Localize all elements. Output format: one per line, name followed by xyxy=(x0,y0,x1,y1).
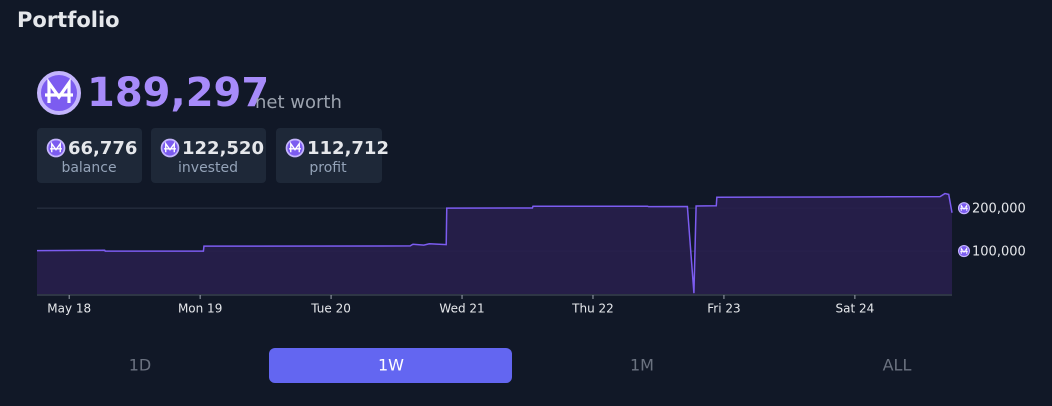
stat-label: balance xyxy=(61,160,116,176)
x-tick-label: Thu 22 xyxy=(571,302,614,316)
coin-icon xyxy=(37,71,81,115)
coin-icon xyxy=(957,202,971,215)
stat-label: invested xyxy=(178,160,238,176)
stat-card xyxy=(276,128,382,183)
chart: 100,000 200,000 May 18 Mon 19 Tue 20 Wed 21 Th… xyxy=(36,192,1026,316)
coin-icon xyxy=(160,138,180,158)
x-tick-label: Tue 20 xyxy=(310,302,351,316)
x-tick-label: Wed 21 xyxy=(439,302,484,316)
range-button-label[interactable]: 1D xyxy=(129,356,152,375)
area-fill xyxy=(37,193,952,294)
stat-value: 66,776 xyxy=(68,138,137,159)
range-button-active[interactable] xyxy=(269,348,512,383)
x-tick-label: Fri 23 xyxy=(707,302,740,316)
x-tick-label: Sat 24 xyxy=(835,302,874,316)
page-title: Portfolio xyxy=(17,8,120,32)
coin-icon xyxy=(46,138,66,158)
range-button-label[interactable]: 1M xyxy=(630,356,654,375)
coin-icon xyxy=(285,138,305,158)
range-button-label[interactable]: ALL xyxy=(883,356,912,375)
range-button-label[interactable]: 1W xyxy=(378,356,404,375)
stat-value: 112,712 xyxy=(307,138,389,159)
coin-icon xyxy=(957,245,971,258)
x-tick-label: Mon 19 xyxy=(178,302,222,316)
y-tick-label: 200,000 xyxy=(972,202,1026,217)
x-tick-label: May 18 xyxy=(47,302,91,316)
stat-label: profit xyxy=(309,160,347,176)
net-worth-value: 189,297 xyxy=(87,70,269,116)
line xyxy=(36,192,953,294)
stat-value: 122,520 xyxy=(182,138,264,159)
stat-card xyxy=(151,128,266,183)
y-tick-label: 100,000 xyxy=(972,245,1026,260)
net-worth-label: net worth xyxy=(255,92,342,113)
range-selector: 1D 1W 1M ALL xyxy=(129,348,912,383)
stat-card xyxy=(37,128,142,183)
